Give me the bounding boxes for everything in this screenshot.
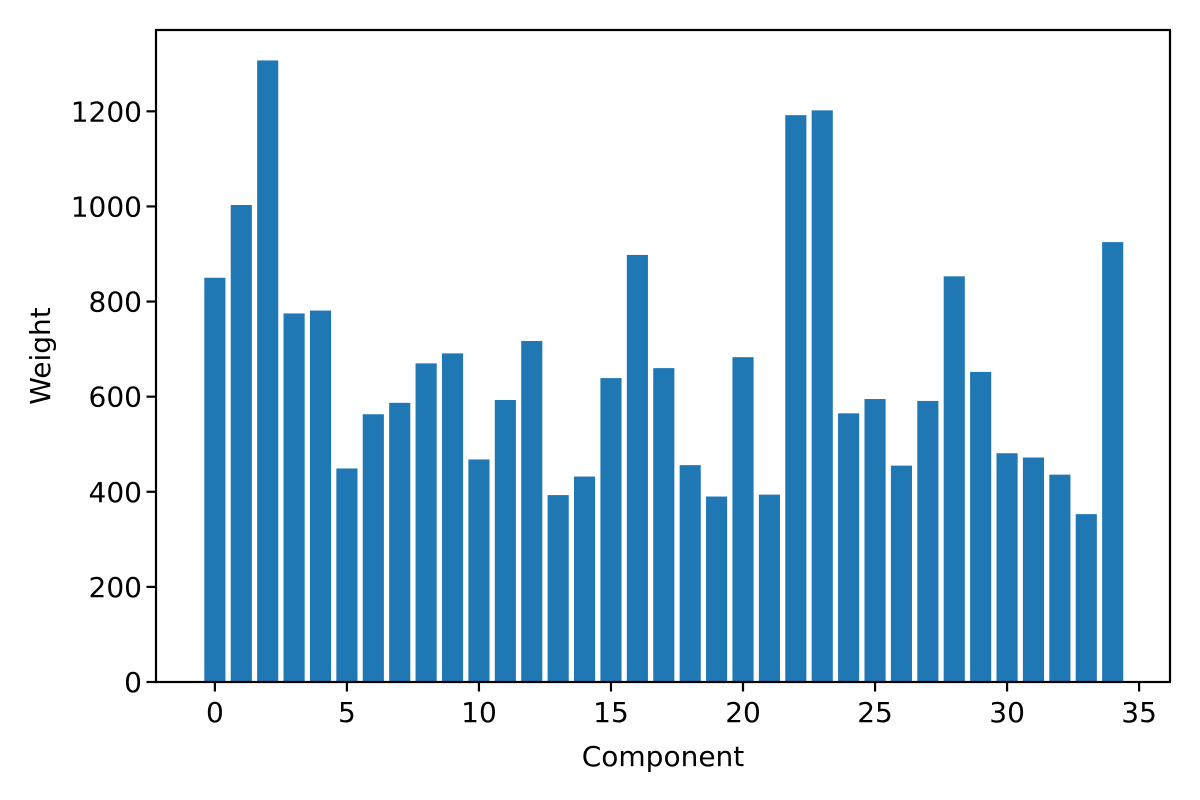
- bar-33: [1075, 514, 1097, 682]
- y-tick-label: 0: [124, 666, 142, 699]
- bar-6: [362, 414, 384, 682]
- bar-18: [679, 465, 701, 682]
- bar-26: [890, 465, 913, 682]
- bar-30: [996, 453, 1018, 682]
- x-tick-label: 30: [989, 696, 1025, 729]
- bar-29: [970, 371, 992, 682]
- bar-23: [811, 110, 833, 683]
- x-axis-label: Component: [582, 740, 745, 773]
- y-tick-label: 400: [89, 476, 142, 509]
- bar-11: [494, 399, 516, 682]
- bar-20: [732, 357, 754, 682]
- y-tick-label: 1000: [71, 190, 142, 223]
- x-tick-label: 35: [1121, 696, 1157, 729]
- bar-31: [1022, 457, 1045, 682]
- bar-24: [838, 413, 860, 682]
- x-tick-label: 20: [725, 696, 761, 729]
- y-tick-label: 1200: [71, 95, 142, 128]
- bar-12: [521, 341, 543, 682]
- bar-32: [1049, 474, 1071, 682]
- x-tick-label: 15: [593, 696, 629, 729]
- x-tick-label: 0: [206, 696, 224, 729]
- bar-17: [653, 368, 675, 682]
- bar-3: [283, 313, 305, 682]
- axes-spines: [154, 28, 1172, 684]
- bar-0: [204, 277, 226, 682]
- bar-21: [758, 494, 780, 682]
- bar-5: [336, 468, 358, 682]
- bar-7: [389, 402, 411, 682]
- bar-4: [309, 310, 332, 682]
- bar-15: [600, 378, 622, 682]
- y-axis-label: Weight: [24, 307, 57, 405]
- bar-10: [468, 459, 490, 682]
- x-tick-label: 5: [338, 696, 356, 729]
- bar-28: [943, 276, 965, 682]
- ticks-group: 0 5 10 15 20 25 30 35 0 200 400 600 800 1000 1200: [71, 95, 1157, 729]
- x-tick-label: 10: [461, 696, 497, 729]
- bar-9: [441, 353, 464, 682]
- bars-group: [204, 60, 1124, 683]
- x-tick-label: 25: [857, 696, 893, 729]
- y-tick-label: 800: [89, 286, 142, 319]
- bar-25: [864, 399, 886, 682]
- bar-22: [785, 115, 807, 682]
- bar-14: [574, 476, 596, 682]
- y-tick-label: 600: [89, 381, 142, 414]
- bar-16: [626, 254, 648, 682]
- bar-19: [706, 496, 728, 682]
- bar-8: [415, 363, 437, 682]
- bar-34: [1102, 242, 1124, 682]
- bar-1: [230, 205, 252, 682]
- bar-27: [917, 400, 939, 682]
- y-tick-label: 200: [89, 571, 142, 604]
- bar-13: [547, 495, 569, 682]
- bar-2: [257, 60, 279, 682]
